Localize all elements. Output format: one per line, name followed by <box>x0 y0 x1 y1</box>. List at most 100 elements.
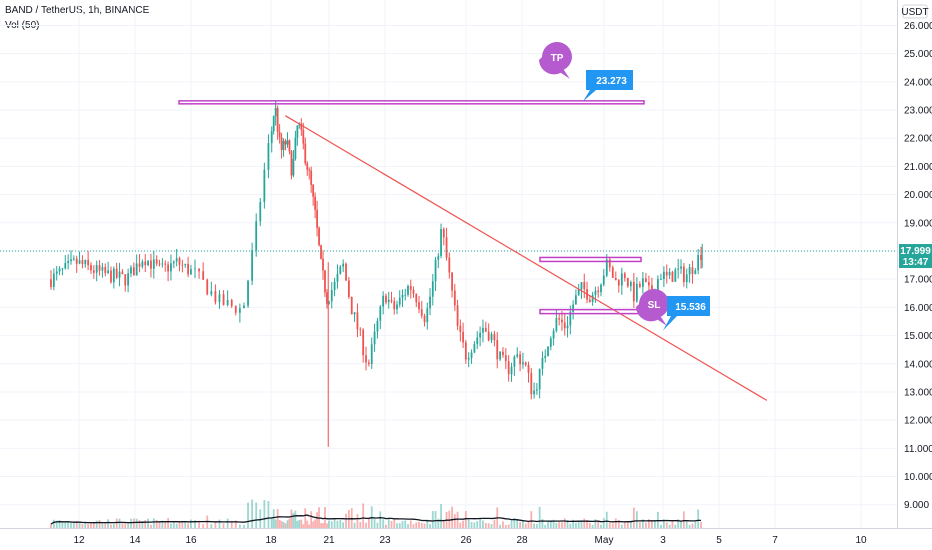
candle-body <box>608 259 611 268</box>
candle-body <box>467 357 470 360</box>
candle-body <box>286 140 289 145</box>
candle-body <box>187 263 189 275</box>
volume-bar <box>490 524 493 528</box>
price-tick-label: 14.000 <box>904 359 932 370</box>
volume-bar <box>272 509 275 528</box>
volume-bar <box>306 520 309 528</box>
sl-bubble[interactable]: SL <box>636 289 669 326</box>
volume-bar <box>78 523 81 528</box>
candle-body <box>194 268 196 270</box>
candle-body <box>533 390 535 395</box>
candle-body <box>620 273 623 286</box>
candle-body <box>516 354 519 357</box>
candle-body <box>61 268 64 270</box>
price-tick-label: 11.000 <box>904 444 932 455</box>
volume-bar <box>222 523 225 528</box>
volume-bar <box>456 511 459 528</box>
volume-bar <box>638 522 641 528</box>
volume-bar <box>484 522 487 528</box>
volume-bar <box>328 520 330 528</box>
candle-body <box>632 282 635 302</box>
candle-body <box>605 259 608 276</box>
candle-body <box>318 227 320 246</box>
candle-body <box>144 261 147 266</box>
volume-bar <box>336 520 339 528</box>
time-tick-label: 28 <box>516 535 528 546</box>
price-tick-label: 25.000 <box>904 49 932 60</box>
candle-body <box>694 270 697 275</box>
candle-body <box>308 169 311 171</box>
time-axis[interactable]: 12 14 16 18 21 23 26 28 May 3 5 7 10 <box>73 535 867 546</box>
tp-bubble[interactable]: TP <box>539 42 572 79</box>
candle-body <box>170 263 172 272</box>
volume-bar <box>263 500 266 528</box>
volume-bar <box>635 511 638 528</box>
volume-bar <box>330 521 333 528</box>
price-tick-label: 22.000 <box>904 134 932 145</box>
volume-bar <box>135 518 138 528</box>
volume-bar <box>350 508 353 528</box>
candle-body <box>210 291 213 295</box>
candle-body <box>541 357 544 369</box>
candle-body <box>473 344 476 353</box>
volume-bar <box>243 524 245 528</box>
candle-body <box>513 356 516 367</box>
currency-badge: USDT <box>901 4 929 19</box>
candle-body <box>445 237 448 258</box>
tp-price-label[interactable]: 23.273 <box>583 70 633 102</box>
candle-body <box>333 281 336 291</box>
volume-bar <box>107 519 110 528</box>
candle-body <box>407 285 409 295</box>
candle-body <box>379 306 382 321</box>
candle-body <box>172 261 175 264</box>
sl-price-label[interactable]: 15.536 <box>663 296 710 331</box>
volume-bar <box>170 523 172 528</box>
candle-body <box>251 250 254 281</box>
volume-bar <box>138 520 141 528</box>
price-tick-label: 9.000 <box>904 500 929 511</box>
candle-body <box>130 267 132 274</box>
volume-bar <box>158 522 161 528</box>
candle-body <box>647 282 650 286</box>
volume-bar <box>387 519 390 528</box>
volume-bar <box>577 521 580 528</box>
candle-body <box>64 263 67 269</box>
candle-body <box>132 267 135 276</box>
candle-body <box>459 325 462 332</box>
candle-body <box>561 319 563 323</box>
candle-body <box>81 260 84 265</box>
candle-body <box>685 274 688 283</box>
candle-body <box>602 275 605 285</box>
volume-bar <box>324 507 326 528</box>
volume-bar <box>64 521 67 528</box>
volume-bar <box>555 523 558 528</box>
time-tick-label: 3 <box>660 535 666 546</box>
candle-body <box>274 107 277 117</box>
candle-body <box>479 332 482 338</box>
volume-bar <box>623 522 626 528</box>
price-tick-label: 19.000 <box>904 218 932 229</box>
candle-body <box>164 263 167 265</box>
candle-body <box>644 278 647 283</box>
time-tick-label: 26 <box>460 535 472 546</box>
volume-bar <box>255 502 258 528</box>
candle-body <box>566 325 569 329</box>
volume-bar <box>600 524 602 528</box>
volume-bar <box>462 520 464 528</box>
candle-body <box>70 259 72 262</box>
volume-bar <box>549 520 552 528</box>
candle-body <box>127 273 130 286</box>
volume-bar <box>175 523 178 528</box>
volume-bar <box>84 522 87 528</box>
price-tick-label: 26.000 <box>904 21 932 32</box>
descending-trendline <box>285 115 768 401</box>
candle-body <box>90 265 92 271</box>
volume-bar <box>396 523 398 528</box>
candle-body <box>691 267 694 275</box>
candle-body <box>152 259 155 269</box>
volume-bar <box>499 524 502 528</box>
candle-body <box>382 295 385 307</box>
candle-body <box>563 322 566 329</box>
volume-bar <box>586 520 588 528</box>
